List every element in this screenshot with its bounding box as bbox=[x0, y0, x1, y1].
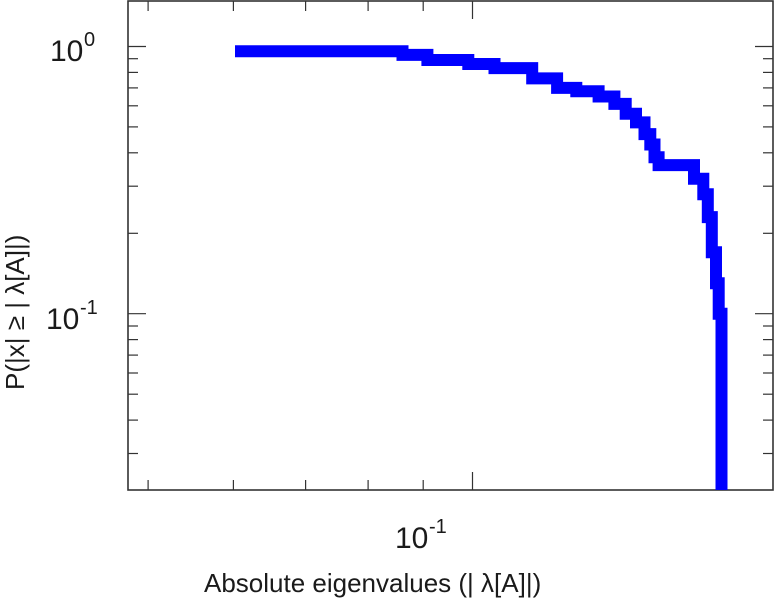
y-tick-label-bottom-base: 10 bbox=[46, 303, 79, 336]
x-tick-label-exponent: -1 bbox=[429, 516, 447, 538]
y-tick-label-top: 10 0 bbox=[50, 29, 95, 68]
x-axis-label: Absolute eigenvalues (| λ[A]|) bbox=[204, 568, 541, 598]
y-axis-label: P(|x| ≥ | λ[A]|) bbox=[0, 235, 30, 390]
y-tick-label-bottom: 10 -1 bbox=[46, 297, 98, 336]
plot-area-frame bbox=[127, 0, 774, 491]
y-tick-label-top-exponent: 0 bbox=[84, 29, 95, 51]
axis-ticks bbox=[128, 1, 773, 490]
x-tick-label: 10 -1 bbox=[395, 516, 447, 555]
series-line bbox=[235, 45, 728, 490]
y-tick-label-bottom-exponent: -1 bbox=[80, 297, 98, 319]
x-tick-label-base: 10 bbox=[395, 522, 428, 555]
y-tick-label-top-base: 10 bbox=[50, 35, 83, 68]
